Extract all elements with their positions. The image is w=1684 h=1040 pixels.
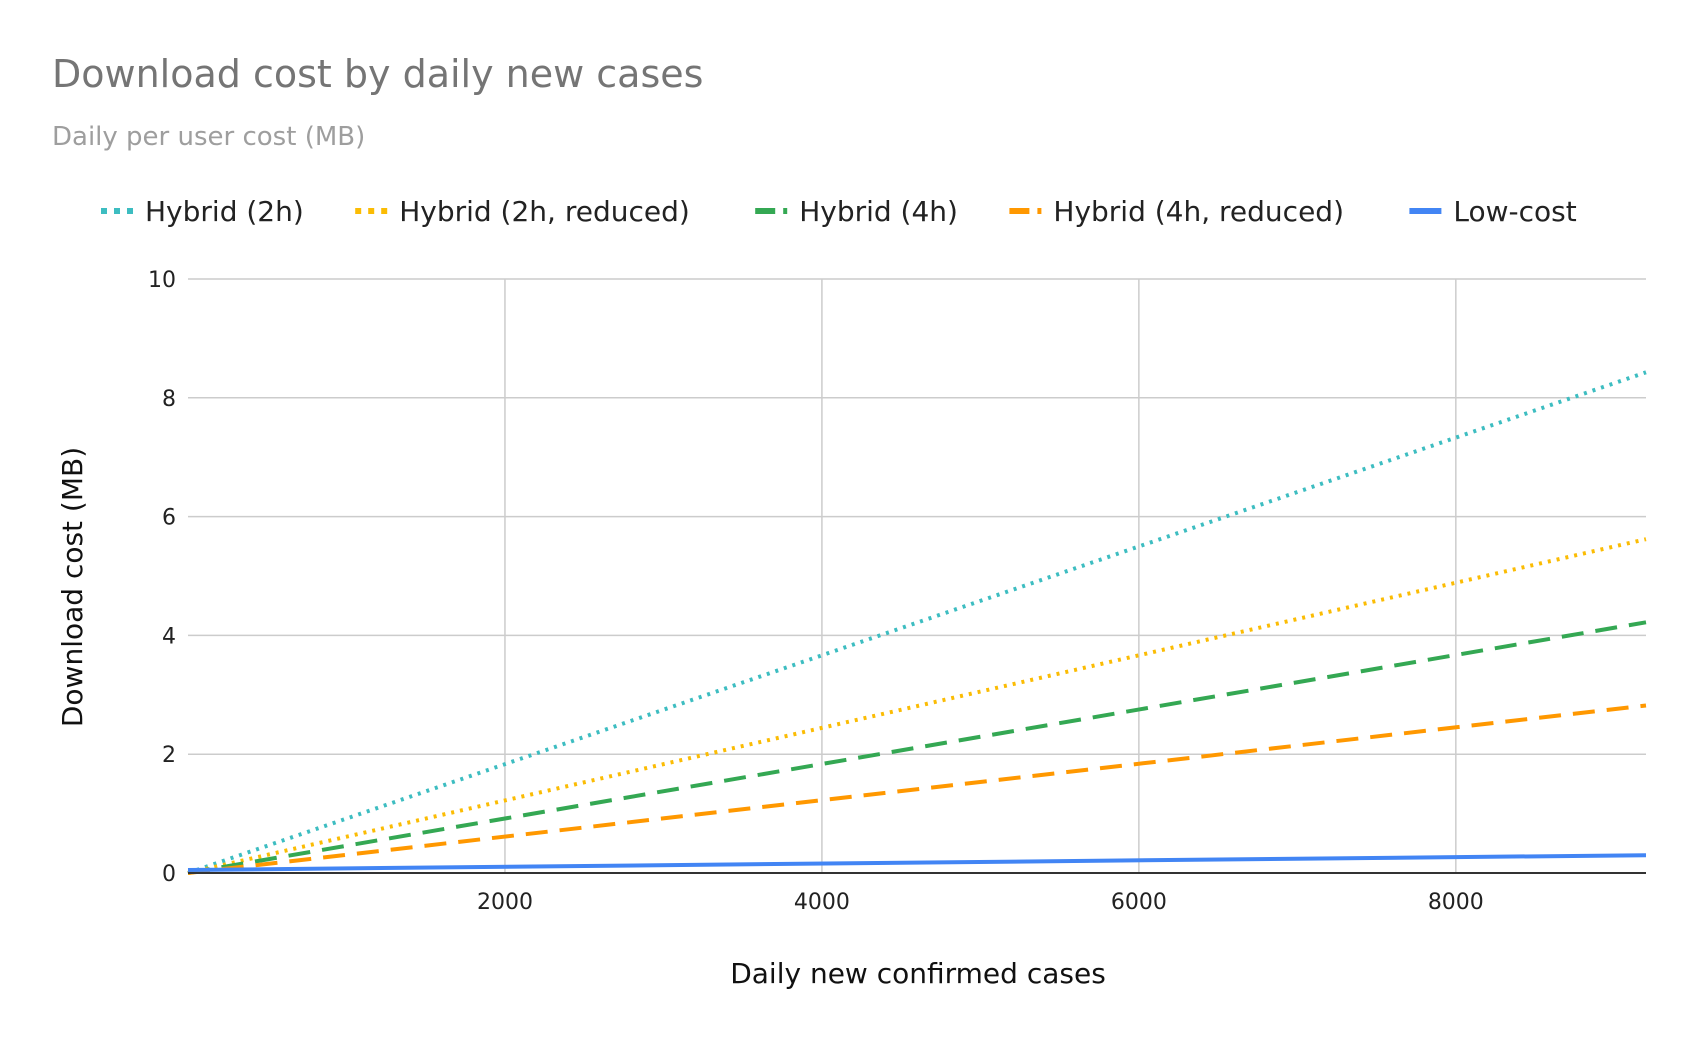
legend-item-hybrid-4h: Hybrid (4h) — [755, 195, 958, 228]
y-tick-label: 4 — [162, 624, 176, 649]
legend-item-hybrid-2h-reduced: Hybrid (2h, reduced) — [355, 195, 690, 228]
x-tick-label: 8000 — [1428, 890, 1484, 915]
series-lines — [187, 370, 1647, 875]
series-line-hybrid-4h — [187, 620, 1647, 875]
legend-label: Hybrid (2h) — [145, 195, 304, 228]
x-tick-label: 6000 — [1111, 890, 1167, 915]
chart-subtitle: Daily per user cost (MB) — [52, 122, 366, 152]
y-tick-label: 8 — [162, 387, 176, 412]
series-line-hybrid-2h — [187, 370, 1647, 875]
series-line-low-cost — [187, 853, 1647, 872]
axes: 0 2 4 6 8 10 2000 4000 6000 8000 — [148, 268, 1646, 915]
legend-label: Hybrid (2h, reduced) — [399, 195, 690, 228]
y-tick-label: 0 — [162, 862, 176, 887]
x-tick-label: 2000 — [477, 890, 533, 915]
legend-label: Hybrid (4h) — [799, 195, 958, 228]
legend-item-hybrid-2h: Hybrid (2h) — [101, 195, 304, 228]
x-tick-label: 4000 — [794, 890, 850, 915]
legend-item-hybrid-4h-reduced: Hybrid (4h, reduced) — [1009, 195, 1344, 228]
legend-label: Low-cost — [1453, 195, 1576, 228]
series-line-hybrid-2h-reduced — [187, 537, 1647, 875]
x-axis-label: Daily new confirmed cases — [730, 957, 1106, 990]
chart-title: Download cost by daily new cases — [52, 52, 704, 96]
y-axis-label: Download cost (MB) — [56, 447, 89, 727]
grid — [188, 278, 1646, 873]
legend: Hybrid (2h) Hybrid (2h, reduced) Hybrid (4… — [101, 195, 1577, 228]
y-tick-label: 2 — [162, 743, 176, 768]
legend-label: Hybrid (4h, reduced) — [1053, 195, 1344, 228]
y-tick-label: 10 — [148, 268, 176, 293]
y-tick-label: 6 — [162, 506, 176, 531]
legend-item-low-cost: Low-cost — [1409, 195, 1577, 228]
series-line-hybrid-4h-reduced — [187, 703, 1647, 875]
